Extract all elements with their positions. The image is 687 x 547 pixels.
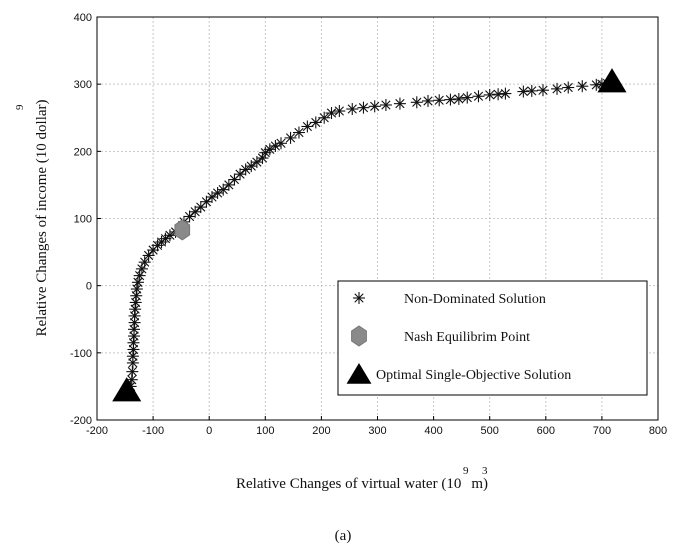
y-tick-label: 300 bbox=[74, 79, 92, 91]
data-point-asterisk bbox=[499, 87, 512, 100]
y-axis-label: Relative Changes of income (10 dollar) 9 bbox=[14, 99, 50, 336]
x-tick-label: 300 bbox=[368, 425, 386, 437]
y-tick-label: -200 bbox=[70, 415, 92, 427]
data-point-asterisk bbox=[393, 97, 406, 110]
data-point-asterisk bbox=[525, 84, 538, 97]
x-axis-label-main: Relative Changes of virtual water (10 bbox=[236, 476, 461, 492]
data-point-asterisk bbox=[200, 195, 213, 208]
x-tick-label: 800 bbox=[649, 425, 667, 437]
data-point-asterisk bbox=[129, 296, 142, 309]
x-tick-label: 500 bbox=[481, 425, 499, 437]
data-point-asterisk bbox=[131, 276, 144, 289]
svg-text:Relative Changes of virtual wa: Relative Changes of virtual water (10 m) bbox=[236, 476, 488, 492]
y-axis-ticks: -200 -100 0 100 200 300 400 bbox=[70, 12, 101, 427]
data-point-asterisk bbox=[127, 336, 140, 349]
y-axis-label-main: Relative Changes of income (10 dollar) bbox=[34, 99, 50, 336]
data-point-asterisk bbox=[245, 160, 258, 173]
legend: Non-Dominated Solution Nash Equilibrim Po… bbox=[337, 280, 648, 396]
x-tick-label: -100 bbox=[142, 425, 164, 437]
data-point-asterisk bbox=[234, 168, 247, 181]
grid bbox=[97, 17, 658, 420]
data-point-asterisk bbox=[452, 92, 465, 105]
data-point-asterisk bbox=[421, 94, 434, 107]
legend-label: Non-Dominated Solution bbox=[404, 292, 546, 307]
data-point-asterisk bbox=[536, 84, 549, 97]
data-point-asterisk bbox=[357, 101, 370, 114]
data-point-asterisk bbox=[379, 98, 392, 111]
x-axis-label-exponent-3: 3 bbox=[482, 465, 488, 477]
data-point-asterisk bbox=[461, 91, 474, 104]
x-axis-label: Relative Changes of virtual water (10 m) … bbox=[236, 465, 488, 492]
figure-caption: (a) bbox=[335, 528, 352, 544]
data-marks bbox=[112, 68, 627, 402]
data-point-hexagon bbox=[174, 219, 191, 241]
legend-label: Optimal Single-Objective Solution bbox=[376, 368, 571, 383]
x-tick-label: 700 bbox=[593, 425, 611, 437]
x-tick-label: 100 bbox=[256, 425, 274, 437]
data-point-triangle bbox=[597, 68, 627, 93]
data-point-asterisk bbox=[194, 201, 207, 214]
data-point-asterisk bbox=[284, 131, 297, 144]
x-axis-label-exponent-9: 9 bbox=[463, 465, 469, 477]
data-point-asterisk bbox=[346, 103, 359, 116]
legend-marker-hexagon bbox=[351, 325, 367, 347]
legend-label: Nash Equilibrim Point bbox=[404, 330, 530, 345]
data-point-asterisk bbox=[576, 80, 589, 93]
y-tick-label: 0 bbox=[86, 281, 92, 293]
data-point-asterisk bbox=[483, 88, 496, 101]
data-point-triangle bbox=[112, 377, 142, 402]
data-point-asterisk bbox=[492, 88, 505, 101]
data-point-asterisk bbox=[126, 350, 139, 363]
data-point-asterisk bbox=[318, 111, 331, 124]
data-point-asterisk bbox=[309, 116, 322, 129]
data-point-asterisk bbox=[275, 137, 288, 150]
data-point-asterisk bbox=[129, 303, 142, 316]
data-point-asterisk bbox=[130, 289, 143, 302]
data-point-asterisk bbox=[301, 120, 314, 133]
data-point-asterisk bbox=[562, 81, 575, 94]
y-tick-label: -100 bbox=[70, 348, 92, 360]
x-tick-label: 0 bbox=[206, 425, 212, 437]
x-axis-ticks: -200 -100 0 100 200 300 400 500 600 700 800 bbox=[86, 416, 667, 437]
series-triangle bbox=[112, 68, 627, 402]
series-asterisk bbox=[124, 77, 614, 393]
data-point-asterisk bbox=[333, 105, 346, 118]
y-axis-label-exponent: 9 bbox=[14, 104, 26, 110]
legend-item: Non-Dominated Solution bbox=[353, 292, 546, 307]
x-tick-label: 400 bbox=[424, 425, 442, 437]
legend-item: Optimal Single-Objective Solution bbox=[346, 363, 571, 384]
data-point-asterisk bbox=[325, 107, 338, 120]
data-point-asterisk bbox=[183, 210, 196, 223]
data-point-asterisk bbox=[239, 163, 252, 176]
x-axis-label-close: ) bbox=[483, 476, 488, 492]
data-point-asterisk bbox=[189, 205, 202, 218]
data-point-asterisk bbox=[433, 94, 446, 107]
data-point-asterisk bbox=[292, 126, 305, 139]
data-point-asterisk bbox=[444, 93, 457, 106]
data-point-asterisk bbox=[128, 323, 141, 336]
data-point-asterisk bbox=[138, 256, 151, 269]
data-point-asterisk bbox=[126, 365, 139, 378]
data-point-asterisk bbox=[126, 356, 139, 369]
data-point-asterisk bbox=[551, 82, 564, 95]
series-hexagon bbox=[174, 219, 191, 241]
data-point-asterisk bbox=[410, 96, 423, 109]
data-point-asterisk bbox=[128, 309, 141, 322]
y-tick-label: 200 bbox=[74, 146, 92, 158]
data-point-asterisk bbox=[217, 183, 230, 196]
x-tick-label: -200 bbox=[86, 425, 108, 437]
y-tick-label: 100 bbox=[74, 214, 92, 226]
x-axis-label-unit: m bbox=[471, 476, 483, 492]
legend-item: Nash Equilibrim Point bbox=[351, 325, 530, 347]
data-point-asterisk bbox=[472, 90, 485, 103]
legend-marker-asterisk bbox=[353, 292, 365, 304]
data-point-asterisk bbox=[517, 85, 530, 98]
data-point-asterisk bbox=[368, 100, 381, 113]
x-tick-label: 200 bbox=[312, 425, 330, 437]
x-tick-label: 600 bbox=[537, 425, 555, 437]
y-tick-label: 400 bbox=[74, 12, 92, 24]
legend-marker-triangle bbox=[346, 363, 372, 384]
legend-box bbox=[337, 280, 648, 396]
